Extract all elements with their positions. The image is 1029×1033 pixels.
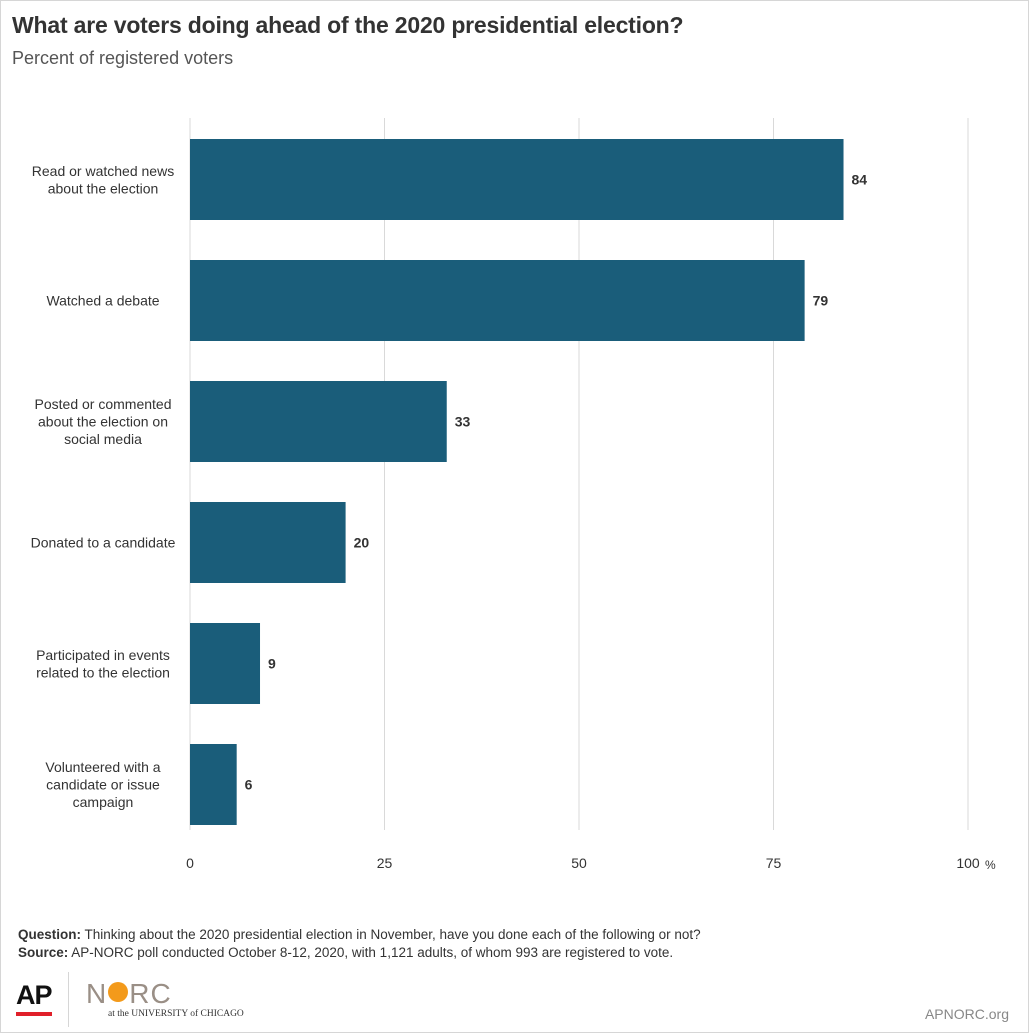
ap-logo: AP <box>16 980 53 1010</box>
bar <box>190 502 346 583</box>
norc-logo-left: N <box>86 978 108 1009</box>
category-label: about the election <box>48 180 159 196</box>
category-label: Read or watched news <box>32 163 174 179</box>
chart-title: What are voters doing ahead of the 2020 … <box>12 12 684 38</box>
bar <box>190 260 805 341</box>
bar-value-label: 6 <box>245 777 253 793</box>
bar-value-label: 79 <box>813 293 829 309</box>
category-label: campaign <box>73 794 134 810</box>
source-note: Source: AP-NORC poll conducted October 8… <box>18 944 701 962</box>
x-tick-label: 50 <box>571 855 587 871</box>
bar-value-label: 33 <box>455 414 471 430</box>
logo-divider <box>68 972 69 1027</box>
bar <box>190 623 261 704</box>
norc-logo-right: RC <box>129 978 172 1009</box>
bar-value-label: 20 <box>354 535 370 551</box>
category-label: Participated in events <box>36 647 170 663</box>
category-label: Donated to a candidate <box>31 535 176 551</box>
category-label: related to the election <box>36 664 170 680</box>
norc-logo: N RC <box>86 978 172 1010</box>
x-tick-label: 0 <box>186 855 194 871</box>
x-tick-label: 75 <box>766 855 782 871</box>
question-note: Question: Thinking about the 2020 presid… <box>18 926 701 944</box>
question-label: Question: <box>18 927 81 942</box>
ap-logo-underline <box>16 1012 52 1016</box>
source-text: AP-NORC poll conducted October 8-12, 202… <box>71 945 674 960</box>
x-tick-label: 100 <box>956 855 980 871</box>
bar-value-label: 9 <box>268 656 276 672</box>
bar <box>190 744 237 825</box>
chart-footer: Question: Thinking about the 2020 presid… <box>18 926 701 962</box>
norc-subtitle: at the UNIVERSITY of CHICAGO <box>108 1009 244 1019</box>
bar <box>190 381 447 462</box>
category-label: candidate or issue <box>46 777 160 793</box>
site-url: APNORC.org <box>924 1006 1009 1022</box>
x-unit-label: % <box>985 858 996 872</box>
question-text: Thinking about the 2020 presidential ele… <box>84 927 701 942</box>
bar <box>190 139 844 220</box>
logo-strip: AP N RC at the UNIVERSITY of CHICAGO <box>14 972 414 1028</box>
norc-sun-icon <box>108 982 129 1002</box>
source-label: Source: <box>18 945 69 960</box>
category-label: about the election on <box>38 414 168 430</box>
chart-subtitle: Percent of registered voters <box>12 48 234 68</box>
category-label: Watched a debate <box>46 293 159 309</box>
category-label: social media <box>64 431 142 447</box>
category-label: Posted or commented <box>35 396 172 412</box>
bar-value-label: 84 <box>852 172 868 188</box>
x-tick-label: 25 <box>377 855 393 871</box>
category-label: Volunteered with a <box>45 759 160 775</box>
